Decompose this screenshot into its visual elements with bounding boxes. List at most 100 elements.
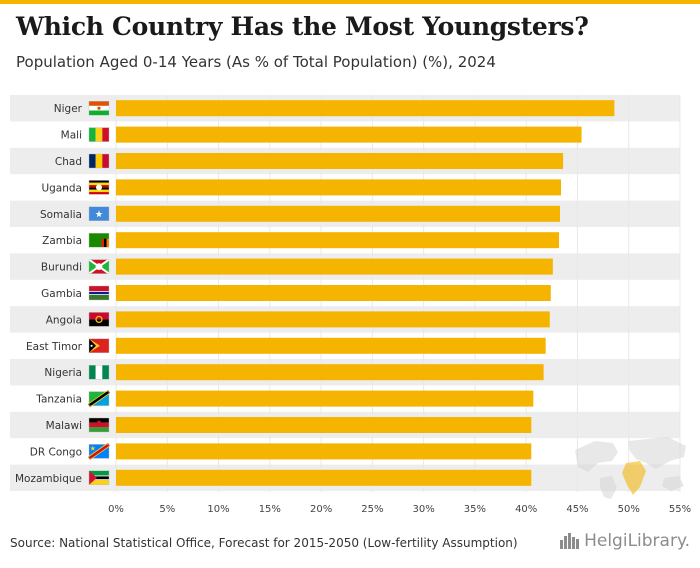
bar-zambia bbox=[116, 232, 559, 249]
bar-mozambique bbox=[116, 469, 532, 486]
chart-shape bbox=[89, 475, 109, 481]
mozambique-flag-icon bbox=[88, 470, 110, 485]
chart-shape bbox=[88, 390, 110, 407]
chart-shape bbox=[89, 422, 109, 428]
chart-shape bbox=[106, 238, 109, 248]
category-label: Nigeria bbox=[44, 367, 82, 379]
chart-shape bbox=[88, 232, 110, 248]
bar-uganda bbox=[116, 179, 562, 196]
chart-shape bbox=[89, 365, 96, 380]
x-tick-label: 5% bbox=[159, 504, 175, 515]
chart-shape bbox=[88, 391, 110, 406]
x-tick-label: 35% bbox=[464, 504, 486, 515]
chart-shape bbox=[90, 445, 96, 451]
bars bbox=[116, 100, 615, 486]
top-accent-bar bbox=[0, 0, 700, 4]
x-axis-ticks: 0% 5% 10% 15% 20% 25% 30% 35% 40% 45% 50% 55% bbox=[108, 504, 691, 515]
chart-shape bbox=[88, 127, 110, 142]
category-label: Mozambique bbox=[15, 473, 82, 485]
x-tick-label: 20% bbox=[310, 504, 332, 515]
dr-congo-flag-icon bbox=[87, 442, 111, 461]
bar-east-timor bbox=[116, 337, 546, 354]
chart-subtitle: Population Aged 0-14 Years (As % of Tota… bbox=[16, 53, 496, 71]
niger-flag-icon bbox=[88, 100, 110, 116]
category-label: East Timor bbox=[26, 341, 83, 353]
chart-shape bbox=[97, 106, 101, 110]
category-label: Mali bbox=[61, 130, 82, 142]
tanzania-flag-icon bbox=[87, 389, 111, 408]
chart-shape bbox=[90, 344, 93, 347]
chart-shape bbox=[89, 470, 97, 485]
category-label: Zambia bbox=[42, 235, 82, 247]
chart-shape bbox=[88, 444, 110, 459]
chart-shape bbox=[89, 418, 109, 423]
chart-shape bbox=[102, 127, 109, 142]
chart-shape bbox=[95, 210, 103, 218]
chart-title: Which Country Has the Most Youngsters? bbox=[16, 12, 589, 41]
chart-shape bbox=[575, 441, 618, 472]
chart-shape bbox=[88, 338, 110, 353]
bar-angola bbox=[116, 311, 550, 328]
chart-shape bbox=[88, 285, 110, 301]
category-labels: Niger Mali Chad Uganda Somalia Zambia Burundi G… bbox=[15, 103, 83, 485]
chart-shape bbox=[89, 259, 99, 274]
chart-shape bbox=[99, 259, 109, 274]
chart-shape bbox=[102, 365, 109, 380]
burundi-flag-icon bbox=[88, 258, 110, 275]
chart-shape bbox=[88, 470, 110, 485]
chad-flag-icon bbox=[88, 153, 110, 169]
bar-nigeria bbox=[116, 364, 544, 381]
flags bbox=[87, 100, 111, 485]
chart-shape bbox=[104, 238, 107, 248]
chart-shape bbox=[89, 189, 109, 193]
bar-somalia bbox=[116, 205, 561, 222]
chart-shape bbox=[95, 263, 103, 270]
chart-shape bbox=[95, 365, 103, 380]
bar-mali bbox=[116, 126, 582, 143]
chart-shape bbox=[89, 480, 109, 485]
nigeria-flag-icon bbox=[88, 365, 110, 380]
chart-shape bbox=[88, 365, 110, 380]
x-tick-label: 45% bbox=[566, 504, 588, 515]
x-tick-label: 30% bbox=[413, 504, 435, 515]
chart-shape bbox=[89, 295, 109, 300]
bar-malawi bbox=[116, 417, 532, 433]
chart-shape bbox=[622, 461, 646, 495]
gambia-flag-icon bbox=[88, 285, 110, 301]
chart-shape bbox=[600, 476, 617, 499]
chart-shape bbox=[88, 417, 110, 433]
x-tick-label: 55% bbox=[669, 504, 691, 515]
category-label: Malawi bbox=[46, 420, 82, 432]
category-label: DR Congo bbox=[30, 446, 82, 458]
chart-shape bbox=[662, 476, 684, 491]
bar-niger bbox=[116, 100, 615, 117]
library-logo-icon bbox=[560, 533, 580, 549]
bar-chad bbox=[116, 153, 564, 169]
x-tick-label: 0% bbox=[108, 504, 124, 515]
chart-shape bbox=[88, 153, 110, 169]
chart-shape bbox=[89, 192, 109, 195]
category-label: Chad bbox=[55, 156, 82, 168]
chart-shape bbox=[96, 184, 102, 191]
chart-shape bbox=[89, 475, 109, 477]
category-label: Gambia bbox=[41, 288, 82, 300]
east-timor-flag-icon bbox=[88, 338, 110, 353]
mali-flag-icon bbox=[88, 127, 110, 142]
zambia-flag-icon bbox=[88, 232, 110, 248]
chart-shape bbox=[88, 443, 110, 460]
bar-gambia bbox=[116, 285, 551, 301]
uganda-flag-icon bbox=[88, 180, 110, 195]
chart-shape bbox=[102, 154, 109, 168]
chart-shape bbox=[89, 291, 109, 295]
x-tick-label: 50% bbox=[618, 504, 640, 515]
x-tick-label: 15% bbox=[259, 504, 281, 515]
chart-shape bbox=[89, 154, 96, 168]
malawi-flag-icon bbox=[88, 417, 110, 433]
brand-logo: HelgiLibrary. bbox=[560, 531, 690, 551]
chart-shape bbox=[89, 286, 109, 291]
category-label: Niger bbox=[54, 103, 83, 115]
chart-shape bbox=[101, 238, 104, 248]
category-label: Burundi bbox=[41, 262, 82, 274]
chart-shape bbox=[95, 154, 103, 168]
x-tick-label: 10% bbox=[207, 504, 229, 515]
